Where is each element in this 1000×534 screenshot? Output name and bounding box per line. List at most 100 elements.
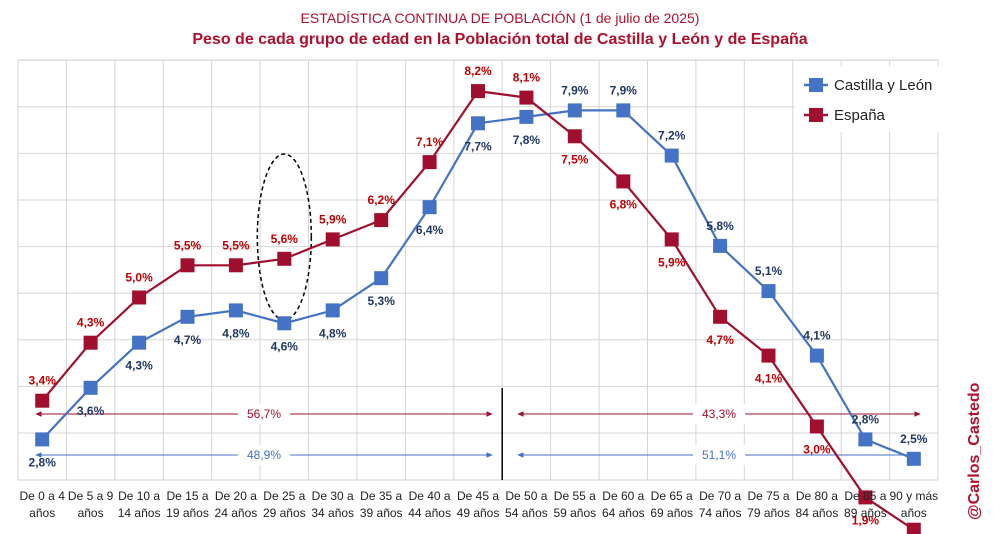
share-under-50-cyl-bg [238,445,290,465]
data-label-esp: 6,8% [610,197,638,211]
marker-esp [374,213,389,228]
x-tick-label: De 65 a 69 años [650,489,693,520]
data-label-esp: 8,2% [464,64,492,78]
data-label-esp: 5,9% [319,212,347,226]
share-under-50-esp: 56,7% [35,404,493,424]
x-tick-label: De 15 a 19 años [166,489,209,520]
legend-swatch-marker [809,108,823,122]
data-label-cyl: 7,7% [464,139,492,153]
data-label-esp: 4,3% [77,316,105,330]
marker-esp [277,251,292,266]
x-tick-label: De 60 a 64 años [602,489,645,520]
share-under-50-cyl: 48,9% [35,445,493,465]
marker-esp [519,90,534,105]
data-label-cyl: 2,8% [852,412,880,426]
data-label-esp: 6,2% [368,193,396,207]
chart-title: ESTADÍSTICA CONTINUA DE POBLACIÓN (1 de … [300,10,700,26]
marker-cyl [180,309,195,324]
share-over-50-esp-label: 43,3% [702,407,736,421]
share-under-50-esp-label: 56,7% [247,407,281,421]
legend-item-esp: España [804,107,886,124]
data-label-esp: 1,9% [852,514,880,528]
data-label-cyl: 2,5% [900,432,928,446]
data-label-cyl: 4,8% [319,326,347,340]
marker-esp [567,129,582,144]
marker-cyl [228,303,243,318]
marker-cyl [519,109,534,124]
data-label-cyl: 6,4% [416,223,444,237]
legend-label: Castilla y León [834,77,932,94]
data-label-cyl: 4,6% [271,339,299,353]
marker-esp [858,490,873,505]
x-tick-label: De 40 a 44 años [408,489,451,520]
marker-esp [761,348,776,363]
share-over-50-esp-bg [693,404,745,424]
marker-esp [809,419,824,434]
marker-esp [35,393,50,408]
x-tick-label: De 5 a 9 años [68,489,114,520]
data-label-esp: 4,1% [755,372,783,386]
marker-cyl [471,116,485,131]
share-over-50-cyl-bg [693,445,745,465]
data-label-cyl: 5,8% [706,219,734,233]
marker-esp [228,258,243,273]
series-lines [41,89,915,531]
marker-cyl [325,303,340,318]
data-label-esp: 3,0% [803,443,831,457]
data-label-esp: 4,7% [706,333,734,347]
x-tick-label: De 50 a 54 años [505,489,548,520]
data-labels: 2,8% 3,6% 4,3% 4,7% 4,8% 4,6% 4,8% 5,3% 6,4% 7,7%… [29,64,928,528]
marker-cyl [567,103,582,118]
x-tick-label: De 20 a 24 años [215,489,258,520]
chart-subtitle: Peso de cada grupo de edad en la Poblaci… [192,31,808,48]
x-tick-label: De 30 a 34 años [311,489,354,520]
marker-cyl [132,335,147,350]
data-label-cyl: 3,6% [77,404,105,418]
x-tick-label: De 0 a 4 años [20,489,66,520]
share-over-50-esp: 43,3% [517,404,921,424]
data-label-esp: 5,5% [222,238,250,252]
data-label-cyl: 7,8% [513,133,541,147]
marker-esp [906,522,921,534]
marker-esp [325,232,340,247]
data-label-cyl: 7,2% [658,129,686,143]
marker-esp [664,232,679,247]
data-label-esp: 7,1% [416,135,444,149]
series-line-cyl [41,109,915,460]
marker-cyl [374,271,389,286]
marker-cyl [761,284,776,299]
data-label-cyl: 2,8% [29,455,57,469]
data-label-cyl: 5,3% [368,294,396,308]
marker-esp [83,335,98,350]
annotations: 56,7% 43,3% 48,9% 51,1% [35,153,921,480]
data-label-cyl: 4,8% [222,326,250,340]
legend: Castilla y León España [795,66,940,132]
x-tick-label: De 55 a 59 años [553,489,596,520]
marker-cyl [858,432,873,447]
marker-cyl [35,432,50,447]
data-label-esp: 5,9% [658,255,686,269]
marker-cyl [277,316,292,331]
data-label-esp: 5,5% [174,238,202,252]
marker-cyl [422,200,437,215]
marker-esp [616,174,631,189]
x-tick-label: De 35 a 39 años [360,489,403,520]
data-label-esp: 8,1% [513,71,541,85]
series-markers [35,84,921,534]
x-tick-label: De 45 a 49 años [457,489,500,520]
marker-esp [471,84,485,99]
legend-label: España [834,107,886,124]
data-label-cyl: 7,9% [561,83,589,97]
x-tick-label: De 75 a 79 años [747,489,790,520]
marker-esp [713,309,728,324]
share-over-50-cyl: 51,1% [517,445,921,465]
marker-cyl [809,348,824,363]
data-label-esp: 5,6% [271,232,299,246]
data-label-cyl: 5,1% [755,264,783,278]
marker-cyl [906,451,921,466]
x-tick-label: 90 y más años [889,489,938,520]
marker-cyl [664,148,679,163]
data-label-esp: 5,0% [125,271,153,285]
